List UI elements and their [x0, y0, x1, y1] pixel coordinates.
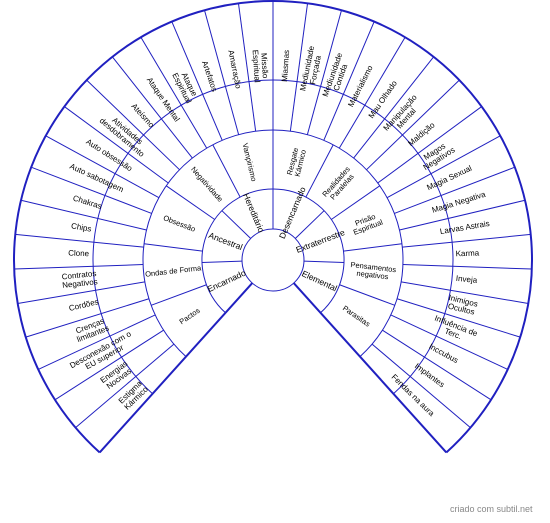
svg-text:Clone: Clone	[68, 249, 90, 259]
svg-text:Materialismo: Materialismo	[346, 64, 375, 109]
svg-text:Desencarnado: Desencarnado	[277, 185, 308, 240]
svg-text:Miasmas: Miasmas	[280, 50, 291, 83]
sector-label: Clone	[68, 249, 90, 259]
sector-label: Amarração	[226, 49, 243, 90]
sector-label: Pensamentosnegativos	[349, 260, 397, 282]
svg-text:Elemental: Elemental	[300, 268, 339, 293]
svg-text:Ondas de Forma: Ondas de Forma	[145, 263, 203, 279]
sector-label: Elemental	[300, 268, 339, 293]
sector-label: Vampirismo	[241, 142, 259, 182]
sector-label: Influência deTerc.	[430, 314, 479, 347]
sector-label: Hereditário	[241, 192, 267, 234]
svg-text:Chakras: Chakras	[72, 194, 103, 211]
sector-label: Obsessão	[162, 213, 197, 234]
svg-text:Vampirismo: Vampirismo	[241, 142, 259, 182]
sector-label: RealidadesParalelas	[320, 164, 358, 203]
radial-diagram: ElementalExtraterrestreDesencarnadoHered…	[0, 0, 550, 518]
sector-label: Crençaslimitantes	[73, 316, 111, 344]
sector-label: Parasitas	[341, 304, 372, 329]
sector-label: Ancestral	[207, 230, 244, 252]
svg-text:Karma: Karma	[455, 248, 479, 258]
sector-label: Inveja	[455, 274, 478, 285]
sector-label: Ondas de Forma	[145, 263, 203, 279]
sector-label: Auto sabotagem	[68, 162, 125, 195]
sector-label: Maldição	[406, 120, 437, 148]
svg-text:Maldição: Maldição	[406, 120, 437, 148]
sector-label: Miasmas	[280, 50, 291, 83]
sector-label: MediunidadeContida	[321, 51, 353, 101]
svg-text:Larvas Astrais: Larvas Astrais	[439, 219, 490, 236]
sector-label: AtaqueEspiritual	[170, 68, 200, 105]
sector-label: Pactos	[178, 306, 202, 326]
sector-label: Artefatos	[200, 60, 219, 93]
sector-label: ResgateKármico	[285, 147, 308, 178]
sector-label: Materialismo	[346, 64, 375, 109]
svg-text:Inveja: Inveja	[455, 274, 478, 285]
sector-label: Implantes	[413, 361, 446, 389]
svg-text:Chips: Chips	[70, 221, 92, 233]
credit-text: criado com subtil.net	[450, 504, 533, 514]
sector-label: Desencarnado	[277, 185, 308, 240]
sector-label: PrisãoEspiritual	[349, 210, 384, 237]
sector-label: Chips	[70, 221, 92, 233]
svg-text:Parasitas: Parasitas	[341, 304, 372, 329]
svg-text:Cordões: Cordões	[68, 297, 100, 313]
sector-label: Encarnado	[206, 268, 248, 295]
svg-text:Pactos: Pactos	[178, 306, 202, 326]
sector-label: MissãoEspiritual	[251, 49, 271, 83]
sector-label: Negatividade	[189, 165, 225, 204]
sector-label: MagosNegativos	[417, 138, 456, 172]
svg-text:Espiritual: Espiritual	[251, 49, 262, 83]
svg-text:Hereditário: Hereditário	[241, 192, 267, 234]
sector-label: InimigosOcultos	[446, 293, 479, 317]
svg-text:Auto sabotagem: Auto sabotagem	[68, 162, 125, 195]
svg-text:Artefatos: Artefatos	[200, 60, 219, 93]
sector-label: ContratosNegativos	[61, 269, 98, 290]
sector-label: Larvas Astrais	[439, 219, 490, 236]
svg-text:Ancestral: Ancestral	[207, 230, 244, 252]
sector-label: EstigmaKármico	[117, 378, 151, 411]
sector-label: Chakras	[72, 194, 103, 211]
svg-text:Amarração: Amarração	[226, 49, 243, 90]
sector-label: Cordões	[68, 297, 100, 313]
svg-text:Encarnado: Encarnado	[206, 268, 248, 295]
sector-label: Karma	[455, 248, 479, 258]
svg-text:Negatividade: Negatividade	[189, 165, 225, 204]
svg-text:Obsessão: Obsessão	[162, 213, 197, 234]
svg-text:Implantes: Implantes	[413, 361, 446, 389]
